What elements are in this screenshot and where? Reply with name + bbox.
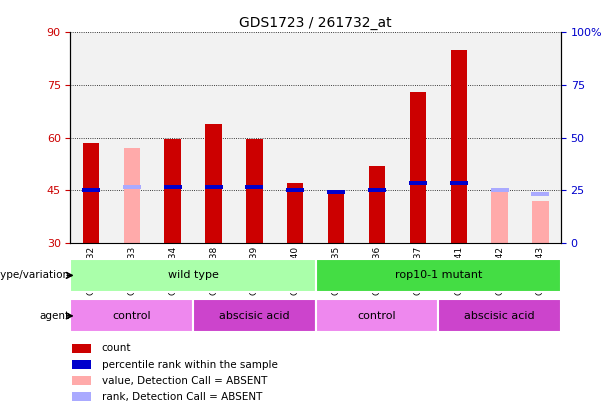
Bar <box>234 32 275 243</box>
Text: abscisic acid: abscisic acid <box>219 311 290 321</box>
Bar <box>316 32 357 243</box>
Bar <box>409 181 427 185</box>
Bar <box>531 192 549 196</box>
Bar <box>397 32 438 243</box>
Text: genotype/variation: genotype/variation <box>0 271 70 280</box>
Bar <box>327 190 345 194</box>
Bar <box>72 376 91 385</box>
Bar <box>112 32 152 243</box>
Bar <box>451 50 467 243</box>
Bar <box>193 300 316 332</box>
Bar <box>245 185 264 189</box>
Bar <box>438 32 479 243</box>
Bar <box>490 188 509 192</box>
Bar <box>72 360 91 369</box>
Bar <box>316 300 438 332</box>
Bar <box>164 185 181 189</box>
Bar <box>409 92 426 243</box>
Bar <box>72 392 91 401</box>
Bar <box>164 139 181 243</box>
Text: rank, Detection Call = ABSENT: rank, Detection Call = ABSENT <box>102 392 262 402</box>
Text: percentile rank within the sample: percentile rank within the sample <box>102 360 278 369</box>
Title: GDS1723 / 261732_at: GDS1723 / 261732_at <box>240 16 392 30</box>
Bar <box>205 185 223 189</box>
Text: count: count <box>102 343 131 353</box>
Text: rop10-1 mutant: rop10-1 mutant <box>395 271 482 280</box>
Bar <box>72 344 91 353</box>
Bar <box>124 148 140 243</box>
Bar <box>70 32 112 243</box>
Bar <box>492 190 508 243</box>
Bar <box>328 192 345 243</box>
Bar <box>287 183 303 243</box>
Bar <box>205 124 222 243</box>
Bar <box>316 259 561 292</box>
Bar <box>246 139 262 243</box>
Bar <box>286 188 304 192</box>
Bar <box>70 300 193 332</box>
Text: wild type: wild type <box>168 271 218 280</box>
Bar <box>357 32 397 243</box>
Bar <box>123 185 141 189</box>
Bar <box>438 300 561 332</box>
Bar <box>369 166 385 243</box>
Text: agent: agent <box>40 311 70 321</box>
Bar <box>193 32 234 243</box>
Text: value, Detection Call = ABSENT: value, Detection Call = ABSENT <box>102 376 267 386</box>
Bar <box>479 32 520 243</box>
Bar <box>520 32 561 243</box>
Bar <box>82 188 100 192</box>
Text: control: control <box>357 311 397 321</box>
Bar <box>70 259 316 292</box>
Bar <box>152 32 193 243</box>
Bar <box>450 181 468 185</box>
Text: control: control <box>112 311 151 321</box>
Bar <box>368 188 386 192</box>
Text: abscisic acid: abscisic acid <box>464 311 535 321</box>
Bar <box>275 32 316 243</box>
Bar <box>83 143 99 243</box>
Bar <box>532 201 549 243</box>
